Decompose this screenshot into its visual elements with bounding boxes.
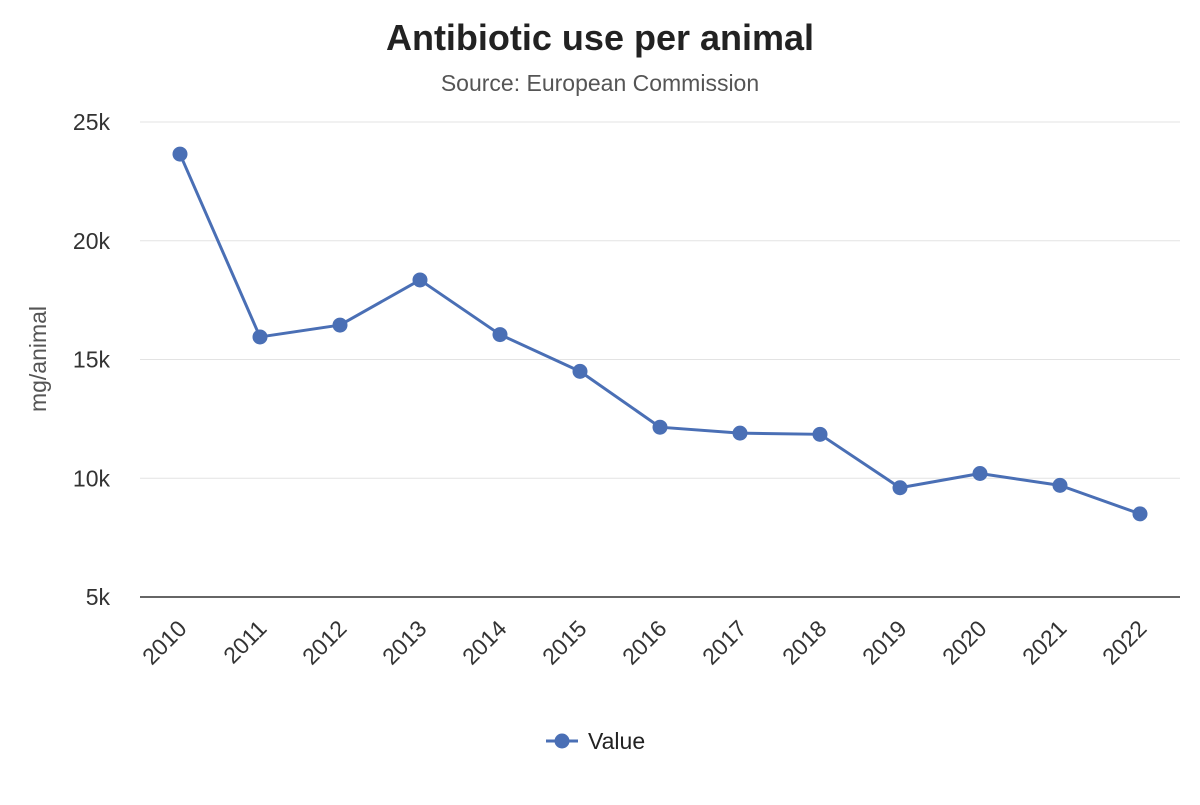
data-point[interactable] <box>1132 506 1148 522</box>
x-tick-label: 2013 <box>377 615 432 670</box>
data-point[interactable] <box>252 329 268 345</box>
y-axis-label: mg/animal <box>25 306 51 412</box>
chart-title: Antibiotic use per animal <box>386 17 814 58</box>
x-tick-label: 2014 <box>457 615 512 670</box>
x-tick-label: 2017 <box>697 615 752 670</box>
data-point[interactable] <box>332 317 348 333</box>
legend[interactable]: Value <box>546 728 645 754</box>
x-tick-label: 2015 <box>537 615 592 670</box>
data-point[interactable] <box>572 363 588 379</box>
x-tick-label: 2020 <box>937 615 992 670</box>
x-tick-label: 2011 <box>218 615 271 668</box>
x-tick-label: 2021 <box>1017 615 1072 670</box>
data-point[interactable] <box>172 146 188 162</box>
x-tick-label: 2012 <box>297 615 352 670</box>
data-point[interactable] <box>492 327 508 343</box>
y-tick-label: 5k <box>86 584 111 610</box>
x-axis-ticks: 2010 2011 2012 2013 2014 2015 2016 2017 2018 2019… <box>137 615 1152 670</box>
y-tick-label: 25k <box>73 109 111 135</box>
data-point[interactable] <box>892 480 908 496</box>
data-point[interactable] <box>1052 477 1068 493</box>
y-tick-label: 15k <box>73 347 111 373</box>
data-point[interactable] <box>412 272 428 288</box>
x-tick-label: 2016 <box>617 615 672 670</box>
series-line <box>178 153 1141 516</box>
x-tick-label: 2018 <box>777 615 832 670</box>
x-tick-label: 2022 <box>1097 615 1152 670</box>
data-point[interactable] <box>652 419 668 435</box>
legend-dot-marker <box>554 733 570 749</box>
y-axis-ticks: 5k 10k 15k 20k 25k <box>73 109 111 610</box>
data-point[interactable] <box>972 466 988 481</box>
data-point[interactable] <box>812 426 828 442</box>
x-tick-label: 2019 <box>857 615 912 670</box>
series-layer <box>172 146 1148 522</box>
legend-label: Value <box>588 728 645 754</box>
chart-subtitle: Source: European Commission <box>441 70 759 96</box>
x-tick-label: 2010 <box>137 615 192 670</box>
y-tick-label: 10k <box>73 465 111 491</box>
y-tick-label: 20k <box>73 228 111 254</box>
data-point[interactable] <box>732 425 748 441</box>
